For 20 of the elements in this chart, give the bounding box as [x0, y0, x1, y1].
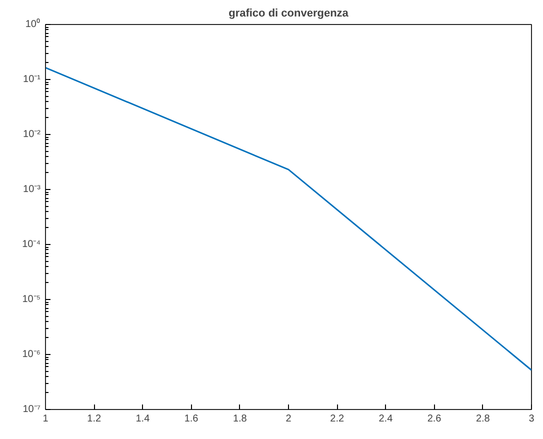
x-tick-label: 2.4 [378, 414, 394, 424]
y-tick-label: 10⁻⁷ [22, 404, 41, 415]
x-tick-label: 1.2 [87, 414, 102, 424]
x-tick-label: 1.8 [232, 414, 248, 424]
y-tick-label: 10⁻⁴ [22, 239, 40, 250]
x-tick-label: 3 [528, 414, 535, 424]
y-tick-label: 10⁻¹ [23, 74, 42, 85]
y-tick-label: 10⁻⁵ [22, 294, 41, 305]
x-tick-label: 2.6 [427, 414, 442, 424]
y-tick-label: 10⁰ [25, 18, 40, 30]
x-tick-label: 1.4 [136, 414, 150, 424]
y-tick-label: 10⁻³ [23, 184, 42, 195]
x-tick-label: 2.2 [330, 414, 344, 424]
x-tick-label: 1.6 [184, 414, 199, 424]
x-tick-label: 1 [42, 414, 49, 424]
y-tick-label: 10⁻² [23, 129, 42, 140]
y-tick-label: 10⁻⁶ [22, 349, 41, 360]
x-tick-label: 2.8 [476, 414, 490, 424]
chart-title: grafico di convergenza [228, 8, 350, 20]
x-tick-label: 2 [286, 414, 292, 424]
